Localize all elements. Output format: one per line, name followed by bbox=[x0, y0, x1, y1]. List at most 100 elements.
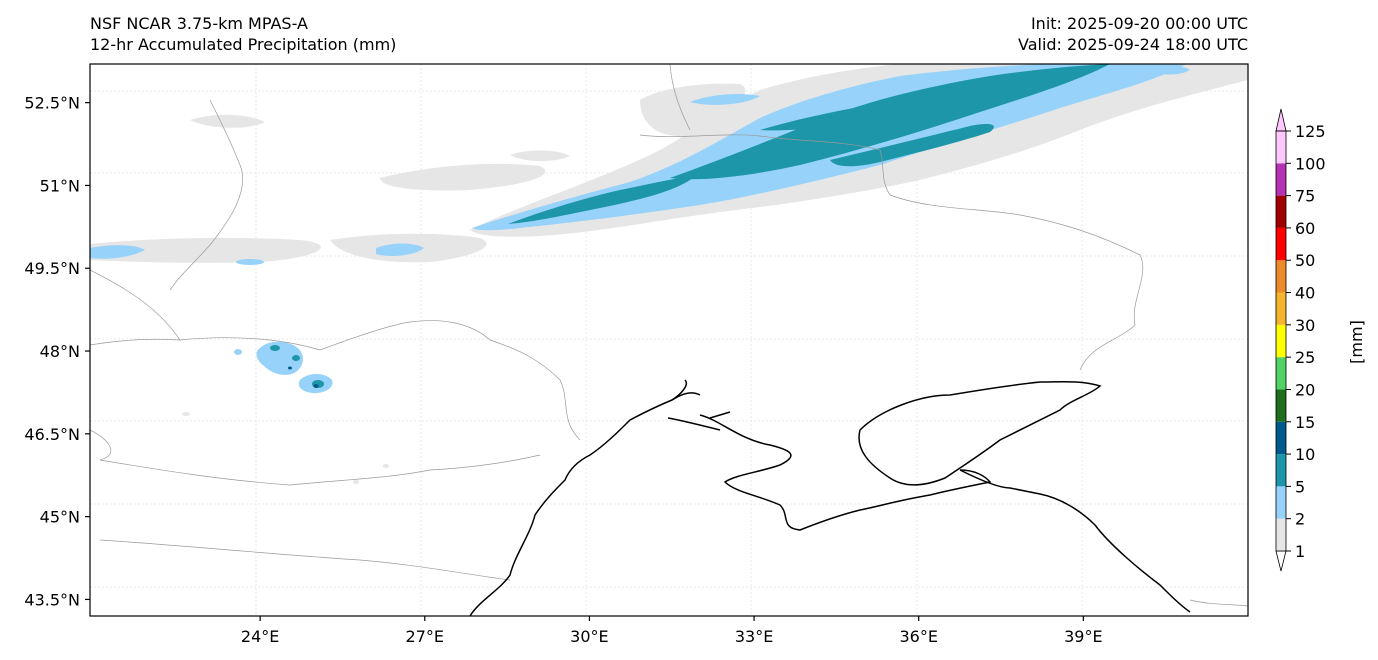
lon-tick-label: 36°E bbox=[899, 627, 937, 646]
colorbar-swatch bbox=[1276, 357, 1286, 390]
convective-speck bbox=[234, 349, 242, 355]
precip-blue-speck bbox=[236, 259, 264, 265]
colorbar-tick-label: 30 bbox=[1295, 316, 1315, 335]
precip-patch-west-blue bbox=[90, 245, 145, 259]
colorbar-tick-label: 10 bbox=[1295, 445, 1315, 464]
precip-patch-ne-small bbox=[1150, 66, 1190, 75]
border-moldova bbox=[409, 320, 581, 441]
colorbar-lower-extension bbox=[1275, 550, 1287, 572]
colorbar-outline bbox=[1275, 130, 1287, 552]
precip-core-upper bbox=[760, 93, 1010, 131]
precip-patch-central bbox=[380, 163, 546, 191]
colorbar-tick-label: 100 bbox=[1295, 154, 1326, 173]
latitude-axis: 52.5°N 51°N 49.5°N 48°N 46.5°N 45°N 43.5°N bbox=[24, 94, 90, 609]
colorbar-swatch bbox=[1276, 292, 1286, 325]
country-borders bbox=[90, 64, 1248, 607]
colorbar-swatch bbox=[1276, 163, 1286, 196]
precip-speck-3 bbox=[353, 480, 359, 484]
title-right: Init: 2025-09-20 00:00 UTC Valid: 2025-0… bbox=[1018, 13, 1248, 55]
coast-kerch bbox=[959, 469, 1191, 613]
colorbar-swatch bbox=[1276, 324, 1286, 358]
lat-tick-label: 51°N bbox=[40, 176, 80, 195]
colorbar-tick-label: 60 bbox=[1295, 219, 1315, 238]
colorbar-tick-label: 40 bbox=[1295, 284, 1315, 303]
convective-cluster-1 bbox=[256, 341, 304, 375]
convective-core-2 bbox=[292, 355, 300, 361]
border-belarus-north bbox=[669, 64, 691, 131]
colorbar-tick-label: 50 bbox=[1295, 251, 1315, 270]
lon-tick-label: 39°E bbox=[1064, 627, 1102, 646]
precip-5-10mm bbox=[270, 64, 1110, 388]
colorbar-swatch bbox=[1276, 389, 1286, 422]
colorbar-swatch bbox=[1276, 518, 1286, 551]
coast-dnieper-bay bbox=[667, 379, 731, 431]
map-content bbox=[90, 64, 1248, 616]
gridlines bbox=[90, 64, 1248, 616]
coast-crimea bbox=[699, 414, 992, 531]
border-slovakia bbox=[90, 269, 181, 341]
lon-tick-label: 24°E bbox=[241, 627, 279, 646]
coastlines bbox=[469, 379, 1191, 616]
precip-2-5mm bbox=[90, 64, 1190, 394]
colorbar-tick-label: 5 bbox=[1295, 477, 1305, 496]
precip-patch-mid-blue bbox=[376, 243, 424, 256]
lat-tick-label: 52.5°N bbox=[24, 94, 80, 113]
lat-tick-label: 48°N bbox=[40, 342, 80, 361]
colorbar-tick-label: 75 bbox=[1295, 187, 1315, 206]
title-left: NSF NCAR 3.75-km MPAS-A 12-hr Accumulate… bbox=[90, 13, 396, 55]
colorbar-upper-extension bbox=[1275, 108, 1287, 132]
convective-core-1 bbox=[270, 345, 280, 351]
precip-patch-small-2 bbox=[510, 150, 570, 162]
colorbar-swatch bbox=[1276, 421, 1286, 455]
precip-core-central bbox=[670, 64, 1110, 180]
border-romania-south bbox=[99, 454, 541, 486]
lat-tick-label: 45°N bbox=[40, 508, 80, 527]
colorbar-tick-label: 20 bbox=[1295, 380, 1315, 399]
init-time: Init: 2025-09-20 00:00 UTC bbox=[1030, 14, 1248, 33]
model-name: NSF NCAR 3.75-km MPAS-A bbox=[90, 14, 308, 33]
lon-tick-label: 33°E bbox=[735, 627, 773, 646]
colorbar-tick-label: 15 bbox=[1295, 413, 1315, 432]
lon-tick-label: 27°E bbox=[406, 627, 444, 646]
map-frame bbox=[89, 63, 1249, 617]
coast-black-sea-west bbox=[469, 392, 701, 616]
border-russia-south bbox=[1189, 599, 1248, 607]
heavy-core-2 bbox=[288, 366, 292, 370]
precip-patch-small-1 bbox=[190, 114, 265, 128]
precip-speck-2 bbox=[383, 464, 389, 468]
colorbar-tick-label: 1 bbox=[1295, 542, 1305, 561]
heavy-core-1 bbox=[313, 384, 319, 388]
colorbar-swatch bbox=[1276, 195, 1286, 228]
field-name: 12-hr Accumulated Precipitation (mm) bbox=[90, 35, 397, 54]
border-poland bbox=[169, 99, 243, 291]
colorbar-swatch bbox=[1276, 454, 1286, 487]
colorbar-tick-label: 25 bbox=[1295, 348, 1315, 367]
colorbar-tick-label: 125 bbox=[1295, 122, 1326, 141]
border-belarus-ukraine bbox=[639, 134, 891, 196]
colorbar-swatch bbox=[1276, 260, 1286, 293]
precip-core-west bbox=[508, 176, 695, 224]
colorbar-swatch bbox=[1276, 131, 1286, 164]
border-hungary bbox=[90, 338, 181, 346]
precip-10-15mm bbox=[288, 366, 319, 388]
precip-core-east bbox=[830, 124, 994, 167]
border-romania-ukraine bbox=[179, 321, 411, 351]
precip-speck-1 bbox=[182, 412, 190, 416]
lat-tick-label: 49.5°N bbox=[24, 259, 80, 278]
coast-azov bbox=[858, 380, 1102, 486]
precip-1-2mm bbox=[90, 64, 1248, 484]
colorbar-unit-label: [mm] bbox=[1347, 320, 1366, 364]
lon-tick-label: 30°E bbox=[570, 627, 608, 646]
border-serbia bbox=[90, 429, 112, 461]
colorbar-tick-label: 2 bbox=[1295, 510, 1305, 529]
border-ukraine-russia bbox=[889, 194, 1144, 371]
precip-patch-north-blue bbox=[690, 94, 760, 105]
colorbar-swatch bbox=[1276, 227, 1286, 261]
border-bulgaria bbox=[99, 539, 511, 581]
colorbar-swatch bbox=[1276, 486, 1286, 519]
lat-tick-label: 46.5°N bbox=[24, 425, 80, 444]
longitude-axis: 24°E 27°E 30°E 33°E 36°E 39°E bbox=[241, 616, 1103, 646]
lat-tick-label: 43.5°N bbox=[24, 590, 80, 609]
